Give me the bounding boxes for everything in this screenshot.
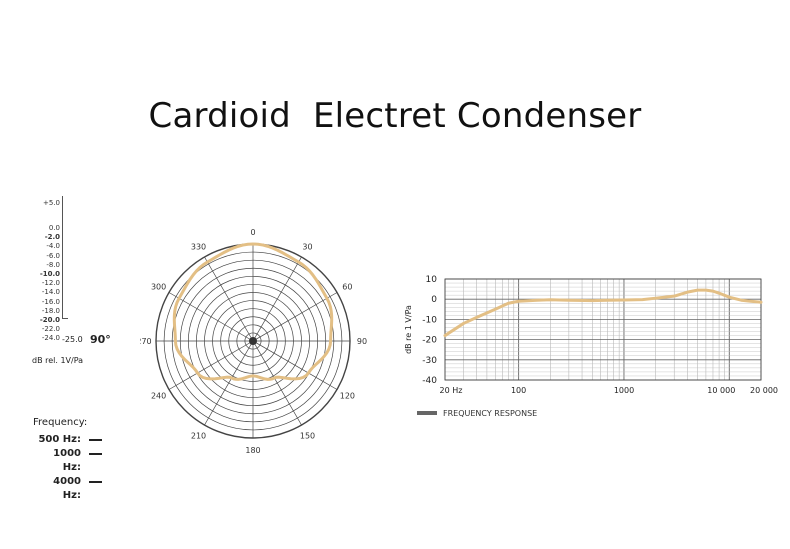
freq-y-tick-label: -20 xyxy=(422,336,437,346)
frequency-legend: Frequency: 500 Hz: 1000 Hz: 4000 Hz: xyxy=(33,417,123,503)
scale-baseline xyxy=(62,318,68,319)
polar-angle-label: 180 xyxy=(245,446,260,455)
frequency-legend-item: 500 Hz: xyxy=(33,433,102,447)
polar-scale: +5.0 0.0 -2.0 -4.0 -6.0 -8.0 -10.0 -12.0 -14.0 -1… xyxy=(20,190,140,370)
scale-tick-label: -8.0 xyxy=(46,260,60,269)
polar-angle-label: 60 xyxy=(342,283,352,292)
polar-angle-label: 240 xyxy=(151,392,166,401)
scale-axis xyxy=(62,196,63,318)
frequency-legend-label: 4000 Hz: xyxy=(53,476,81,501)
scale-tick-label: -14.0 xyxy=(41,288,60,297)
polar-pattern-line xyxy=(172,242,334,381)
polar-angle-label: 150 xyxy=(300,431,315,440)
freq-grid xyxy=(444,278,762,381)
frequency-legend-header: Frequency: xyxy=(33,417,88,428)
freq-y-tick-label: 0 xyxy=(431,295,437,305)
frequency-legend-item: 1000 Hz: xyxy=(33,447,102,475)
polar-angle-label: 120 xyxy=(340,392,355,401)
polar-angle-label: 210 xyxy=(191,431,206,440)
frequency-legend-marker xyxy=(89,481,102,483)
scale-tick-label: -2.0 xyxy=(44,233,60,242)
page-title: Cardioid Electret Condenser xyxy=(148,96,642,136)
scale-tick-label: -20.0 xyxy=(39,316,60,324)
freq-plot-frame xyxy=(444,278,762,381)
scale-angle-label: 90° xyxy=(90,333,111,346)
polar-angle-label: 0 xyxy=(250,228,255,237)
freq-legend-swatch xyxy=(417,411,437,415)
scale-tick-label: -10.0 xyxy=(39,270,60,278)
polar-chart: 0 30 60 90 120 150 180 210 240 270 300 330 xyxy=(140,228,367,455)
polar-angle-label: 330 xyxy=(191,243,206,252)
frequency-legend-label: 1000 Hz: xyxy=(53,448,81,473)
polar-angle-label: 30 xyxy=(302,243,312,252)
freq-x-tick-label: 20 Hz xyxy=(440,386,463,395)
freq-x-tick-label: 20 000 xyxy=(750,386,778,395)
polar-spoke xyxy=(252,292,338,342)
freq-x-tick-label: 100 xyxy=(511,386,526,395)
scale-unit-label: dB rel. 1V/Pa xyxy=(32,356,84,365)
polar-spoke xyxy=(252,340,338,390)
frequency-legend-item: 4000 Hz: xyxy=(33,475,102,503)
freq-y-tick-label: -40 xyxy=(422,376,437,386)
frequency-legend-marker xyxy=(89,453,102,455)
scale-tick-label: -4.0 xyxy=(46,242,60,251)
freq-legend-label: FREQUENCY RESPONSE xyxy=(443,409,537,418)
polar-spoke xyxy=(168,292,254,342)
scale-tick-label: -12.0 xyxy=(41,279,60,288)
polar-spoke xyxy=(252,340,302,426)
scale-tick-label: -22.0 xyxy=(41,325,60,334)
frequency-legend-label: 500 Hz: xyxy=(38,434,81,445)
polar-spoke xyxy=(252,256,302,342)
polar-angle-label: 300 xyxy=(151,283,166,292)
polar-angle-label: 90 xyxy=(357,337,367,346)
freq-y-axis-label: dB re 1 V/Pa xyxy=(404,305,413,354)
freq-y-tick-label: 10 xyxy=(426,275,438,285)
frequency-legend-marker xyxy=(89,439,102,441)
scale-tick-label: -6.0 xyxy=(46,251,60,260)
scale-bottom-label: -25.0 xyxy=(62,335,83,344)
polar-spoke xyxy=(204,340,254,426)
scale-tick-label: -16.0 xyxy=(41,297,60,306)
scale-tick-label: +5.0 xyxy=(43,199,60,207)
polar-spoke xyxy=(168,340,254,390)
scale-tick-label: -24.0 xyxy=(41,334,60,343)
polar-grid xyxy=(155,243,351,439)
polar-angle-label: 270 xyxy=(140,337,152,346)
polar-center-dot xyxy=(249,337,257,345)
scale-tick-label: 0.0 xyxy=(48,224,60,232)
scale-tick-label: -18.0 xyxy=(41,306,60,315)
freq-x-tick-label: 1000 xyxy=(614,386,634,395)
freq-x-tick-label: 10 000 xyxy=(707,386,735,395)
freq-y-tick-label: -30 xyxy=(422,356,437,366)
freq-y-tick-label: -10 xyxy=(422,315,437,325)
polar-spoke xyxy=(204,256,254,342)
freq-response-line xyxy=(443,288,763,338)
